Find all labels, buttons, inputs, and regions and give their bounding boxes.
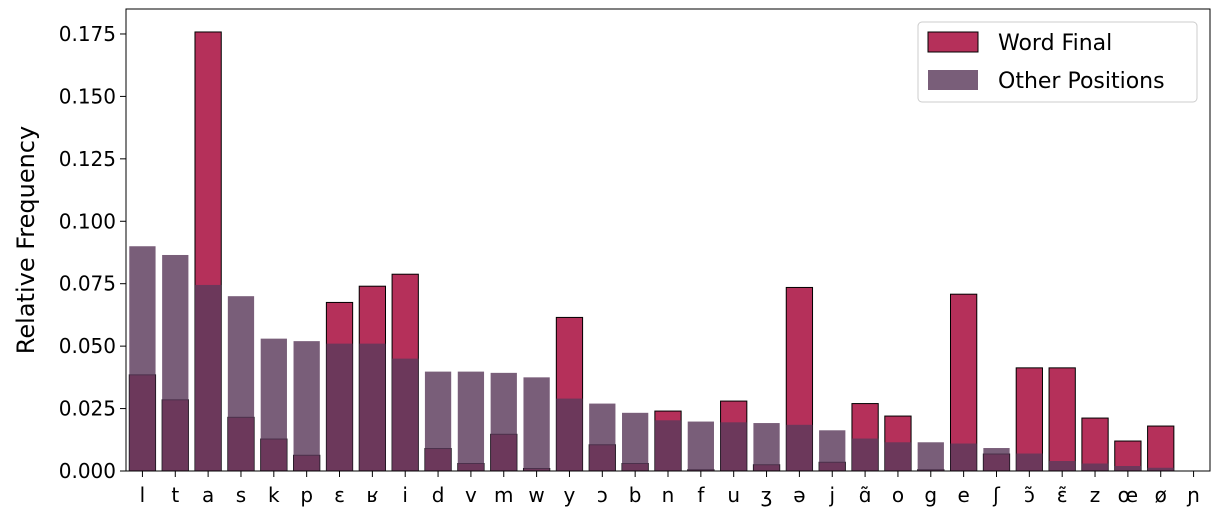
x-tick-label: m <box>494 483 513 507</box>
bar-other-positions-25 <box>950 443 977 471</box>
x-tick-label: s <box>236 483 246 507</box>
x-tick-label: u <box>727 483 740 507</box>
x-tick-label: g <box>924 483 937 507</box>
bar-other-positions-31 <box>1147 467 1174 471</box>
bar-other-positions-9 <box>424 371 452 471</box>
y-tick-label: 0.075 <box>59 272 116 296</box>
x-tick-label: ə <box>793 483 805 507</box>
y-tick-label: 0.025 <box>59 397 116 421</box>
bar-other-positions-1 <box>162 254 189 471</box>
bar-other-positions-14 <box>589 403 616 471</box>
bar-word-final-28 <box>1048 367 1076 472</box>
bar-other-positions-12 <box>523 377 550 471</box>
y-tick-label: 0.150 <box>59 84 116 108</box>
bar-other-positions-2 <box>194 284 222 471</box>
x-tick-label: e <box>957 483 969 507</box>
bar-other-positions-29 <box>1081 463 1109 471</box>
x-tick-label: b <box>629 483 642 507</box>
x-axis: l t a s k p ɛ ʁ i d v m w y ɔ b n f u ʒ ə j ɑ̃ o g e ʃ ɔ̃ ɛ̃ z œ ø ɲ <box>140 471 1200 507</box>
bar-other-positions-15 <box>622 412 649 471</box>
x-tick-label: ɔ <box>597 483 608 507</box>
bar-other-positions-20 <box>786 424 813 471</box>
bar-other-positions-26 <box>983 448 1010 471</box>
bar-other-positions-23 <box>884 442 912 471</box>
bar-other-positions-28 <box>1049 461 1076 471</box>
x-tick-label: ʒ <box>761 483 773 507</box>
x-tick-label: ɛ̃ <box>1057 483 1068 507</box>
legend-swatch-other-positions <box>928 70 978 90</box>
legend: Word Final Other Positions <box>917 21 1198 103</box>
x-tick-label: d <box>432 483 445 507</box>
y-axis-title: Relative Frequency <box>12 126 40 354</box>
other-positions-bars <box>129 246 1174 471</box>
bar-other-positions-27 <box>1016 453 1043 471</box>
bar-other-positions-0 <box>129 246 156 471</box>
x-tick-label: y <box>564 483 576 507</box>
x-tick-label: t <box>171 483 179 507</box>
x-tick-label: k <box>268 483 280 507</box>
x-tick-label: ɲ <box>1186 483 1200 507</box>
bar-other-positions-16 <box>654 420 682 471</box>
y-tick-label: 0.050 <box>59 334 116 358</box>
bar-other-positions-21 <box>819 430 846 471</box>
bar-other-positions-5 <box>293 341 320 471</box>
y-axis: 0.000 0.025 0.050 0.075 0.100 0.125 0.150 0.175 <box>59 22 126 483</box>
bar-other-positions-8 <box>392 358 419 471</box>
bar-other-positions-7 <box>359 343 386 471</box>
x-tick-label: l <box>140 483 146 507</box>
x-tick-label: a <box>202 483 214 507</box>
bar-other-positions-4 <box>260 338 287 471</box>
bar-other-positions-3 <box>227 296 255 471</box>
bar-other-positions-22 <box>851 438 879 471</box>
legend-swatch-word-final <box>927 31 979 53</box>
bar-other-positions-17 <box>687 421 714 471</box>
y-tick-label: 0.000 <box>59 459 116 483</box>
y-tick-label: 0.100 <box>59 209 116 233</box>
x-tick-label: j <box>828 483 835 507</box>
y-tick-label: 0.175 <box>59 22 116 46</box>
x-tick-label: ɔ̃ <box>1024 483 1035 507</box>
x-tick-label: z <box>1090 483 1101 507</box>
bar-word-final-29 <box>1081 417 1109 472</box>
x-tick-label: o <box>892 483 904 507</box>
legend-label-other-positions: Other Positions <box>998 69 1165 94</box>
x-tick-label: v <box>465 483 477 507</box>
bar-other-positions-30 <box>1114 466 1142 471</box>
x-tick-label: ɛ <box>334 483 345 507</box>
bar-word-final-31 <box>1147 425 1175 472</box>
x-tick-label: n <box>662 483 675 507</box>
x-tick-label: ɑ̃ <box>859 483 872 507</box>
x-tick-label: ʃ <box>992 483 1001 507</box>
x-tick-label: i <box>402 483 408 507</box>
bar-other-positions-19 <box>753 423 780 471</box>
bar-other-positions-24 <box>917 442 944 471</box>
bar-word-final-25 <box>949 293 978 472</box>
bar-other-positions-18 <box>720 422 747 471</box>
legend-box <box>917 21 1198 103</box>
x-tick-label: p <box>300 483 313 507</box>
bar-other-positions-11 <box>490 372 517 471</box>
bar-other-positions-6 <box>326 343 353 471</box>
x-tick-label: ø <box>1155 483 1167 507</box>
legend-label-word-final: Word Final <box>998 31 1112 56</box>
bar-other-positions-13 <box>556 398 583 471</box>
x-tick-label: ʁ <box>366 483 378 507</box>
bar-other-positions-10 <box>457 371 485 471</box>
y-tick-label: 0.125 <box>59 147 116 171</box>
x-tick-label: f <box>697 483 705 507</box>
x-tick-label: œ <box>1118 483 1138 507</box>
x-tick-label: w <box>528 483 544 507</box>
